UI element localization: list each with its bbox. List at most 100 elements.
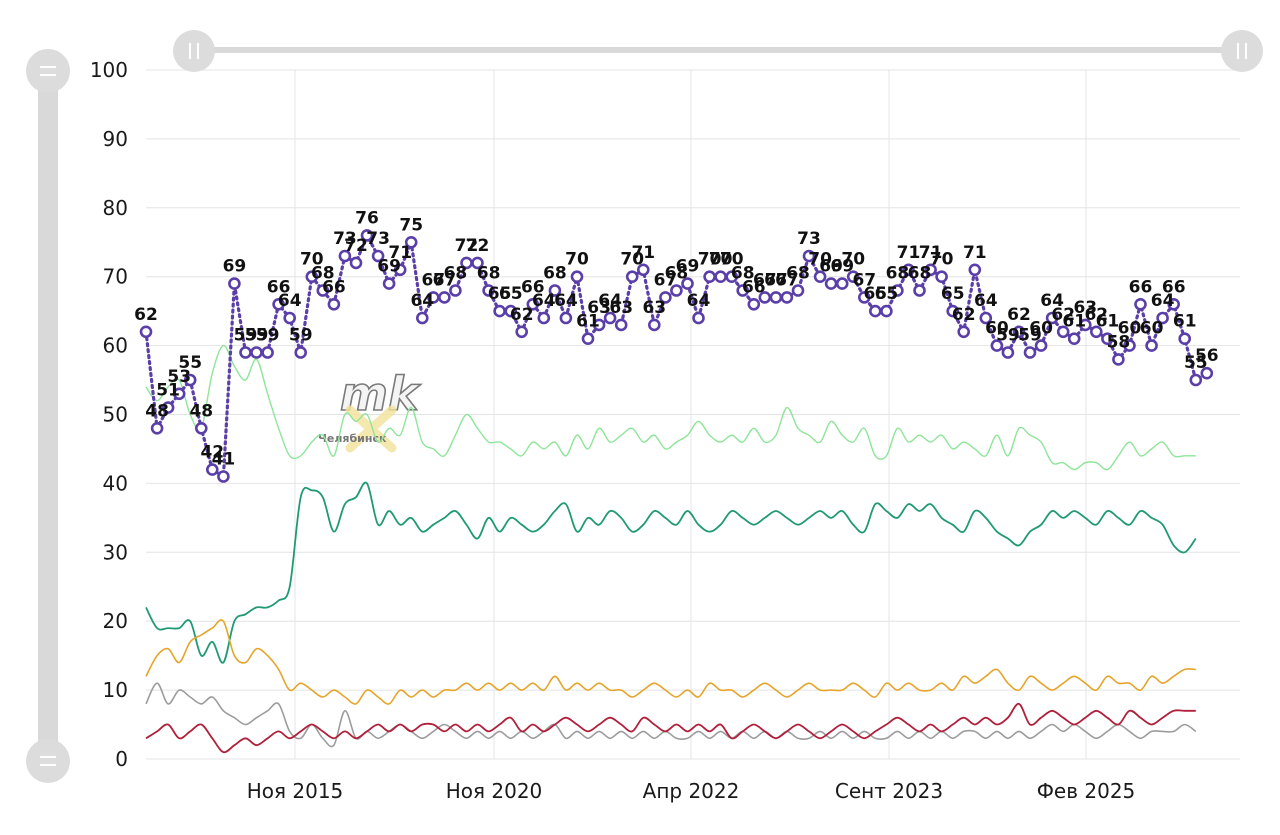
data-point[interactable] xyxy=(1167,297,1180,311)
data-point[interactable] xyxy=(1079,318,1092,332)
data-point[interactable] xyxy=(272,297,285,311)
data-point[interactable] xyxy=(217,470,230,483)
data-point[interactable] xyxy=(1200,366,1214,380)
data-point[interactable] xyxy=(581,332,595,346)
data-point[interactable] xyxy=(1178,332,1191,346)
vertical-navigator-track[interactable] xyxy=(38,88,58,752)
data-point[interactable] xyxy=(526,297,540,311)
data-point[interactable] xyxy=(1156,311,1169,325)
data-point[interactable] xyxy=(824,277,838,290)
data-point[interactable] xyxy=(979,311,993,325)
data-point[interactable] xyxy=(139,325,153,339)
data-point[interactable] xyxy=(415,311,429,325)
data-point[interactable] xyxy=(161,401,175,414)
data-point[interactable] xyxy=(857,291,871,304)
data-point[interactable] xyxy=(305,270,319,284)
data-point[interactable] xyxy=(183,373,197,387)
data-point[interactable] xyxy=(736,284,750,297)
data-point[interactable] xyxy=(846,270,860,284)
data-point[interactable] xyxy=(438,291,451,304)
data-point[interactable] xyxy=(316,284,330,297)
data-point[interactable] xyxy=(1012,325,1026,339)
data-point[interactable] xyxy=(791,284,805,297)
data-point[interactable] xyxy=(449,284,462,297)
data-point[interactable] xyxy=(471,256,484,270)
range-handle-right[interactable] xyxy=(1221,30,1263,72)
data-point[interactable] xyxy=(1189,373,1203,387)
data-point[interactable] xyxy=(670,284,683,297)
data-point[interactable] xyxy=(1101,332,1114,346)
data-point[interactable] xyxy=(250,346,263,359)
data-point[interactable] xyxy=(714,270,727,284)
data-point[interactable] xyxy=(150,421,164,435)
data-point[interactable] xyxy=(802,249,816,263)
data-point[interactable] xyxy=(1090,325,1103,339)
data-point[interactable] xyxy=(261,346,274,359)
data-point[interactable] xyxy=(1056,325,1070,339)
data-point[interactable] xyxy=(1034,339,1048,352)
data-point[interactable] xyxy=(835,277,849,290)
data-point[interactable] xyxy=(294,346,308,359)
data-point[interactable] xyxy=(592,318,606,332)
data-point[interactable] xyxy=(703,270,716,284)
data-point[interactable] xyxy=(891,284,904,297)
data-point[interactable] xyxy=(195,421,208,435)
data-point[interactable] xyxy=(559,311,573,325)
data-point[interactable] xyxy=(1112,353,1125,366)
data-point[interactable] xyxy=(780,291,794,304)
data-point[interactable] xyxy=(206,463,219,476)
data-point[interactable] xyxy=(603,311,617,325)
vertical-handle-bottom[interactable] xyxy=(26,739,70,783)
data-point[interactable] xyxy=(570,270,584,284)
data-point[interactable] xyxy=(902,263,915,277)
data-point[interactable] xyxy=(504,304,518,318)
data-point[interactable] xyxy=(515,325,529,339)
data-point[interactable] xyxy=(283,311,297,325)
vertical-handle-top[interactable] xyxy=(26,49,70,93)
data-point[interactable] xyxy=(228,277,241,290)
data-point[interactable] xyxy=(360,229,374,242)
data-point[interactable] xyxy=(482,284,495,297)
data-point[interactable] xyxy=(769,291,783,304)
data-point[interactable] xyxy=(681,277,694,290)
data-point[interactable] xyxy=(868,304,882,318)
data-point[interactable] xyxy=(393,263,407,277)
data-point[interactable] xyxy=(813,270,827,284)
data-point[interactable] xyxy=(614,318,628,332)
data-point[interactable] xyxy=(990,339,1004,352)
data-point[interactable] xyxy=(371,249,385,263)
data-point[interactable] xyxy=(327,297,341,311)
range-handle-left[interactable] xyxy=(173,30,215,72)
data-point[interactable] xyxy=(935,270,948,284)
data-point[interactable] xyxy=(625,270,639,284)
data-point[interactable] xyxy=(725,270,739,284)
data-point[interactable] xyxy=(924,263,937,277)
data-point[interactable] xyxy=(913,284,926,297)
data-point[interactable] xyxy=(957,325,971,339)
data-point[interactable] xyxy=(493,304,506,318)
data-point[interactable] xyxy=(1123,339,1136,352)
data-point[interactable] xyxy=(1134,297,1147,311)
data-point[interactable] xyxy=(968,263,982,277)
data-point[interactable] xyxy=(747,297,761,311)
data-point[interactable] xyxy=(647,318,661,332)
data-point[interactable] xyxy=(1067,332,1081,346)
data-point[interactable] xyxy=(548,284,562,297)
data-point[interactable] xyxy=(537,311,551,325)
data-point[interactable] xyxy=(404,236,418,249)
data-point[interactable] xyxy=(382,277,396,290)
range-navigator-track[interactable] xyxy=(200,47,1236,53)
data-point[interactable] xyxy=(1045,311,1059,325)
data-point[interactable] xyxy=(1145,339,1158,352)
data-point[interactable] xyxy=(659,291,672,304)
data-point[interactable] xyxy=(946,304,960,318)
data-point[interactable] xyxy=(692,311,705,325)
data-point[interactable] xyxy=(1023,346,1037,359)
data-point[interactable] xyxy=(172,387,186,401)
data-point[interactable] xyxy=(338,249,352,263)
data-point[interactable] xyxy=(636,263,650,277)
data-point[interactable] xyxy=(349,256,363,270)
data-point[interactable] xyxy=(1001,346,1015,359)
data-point[interactable] xyxy=(239,346,252,359)
data-point[interactable] xyxy=(880,304,893,318)
